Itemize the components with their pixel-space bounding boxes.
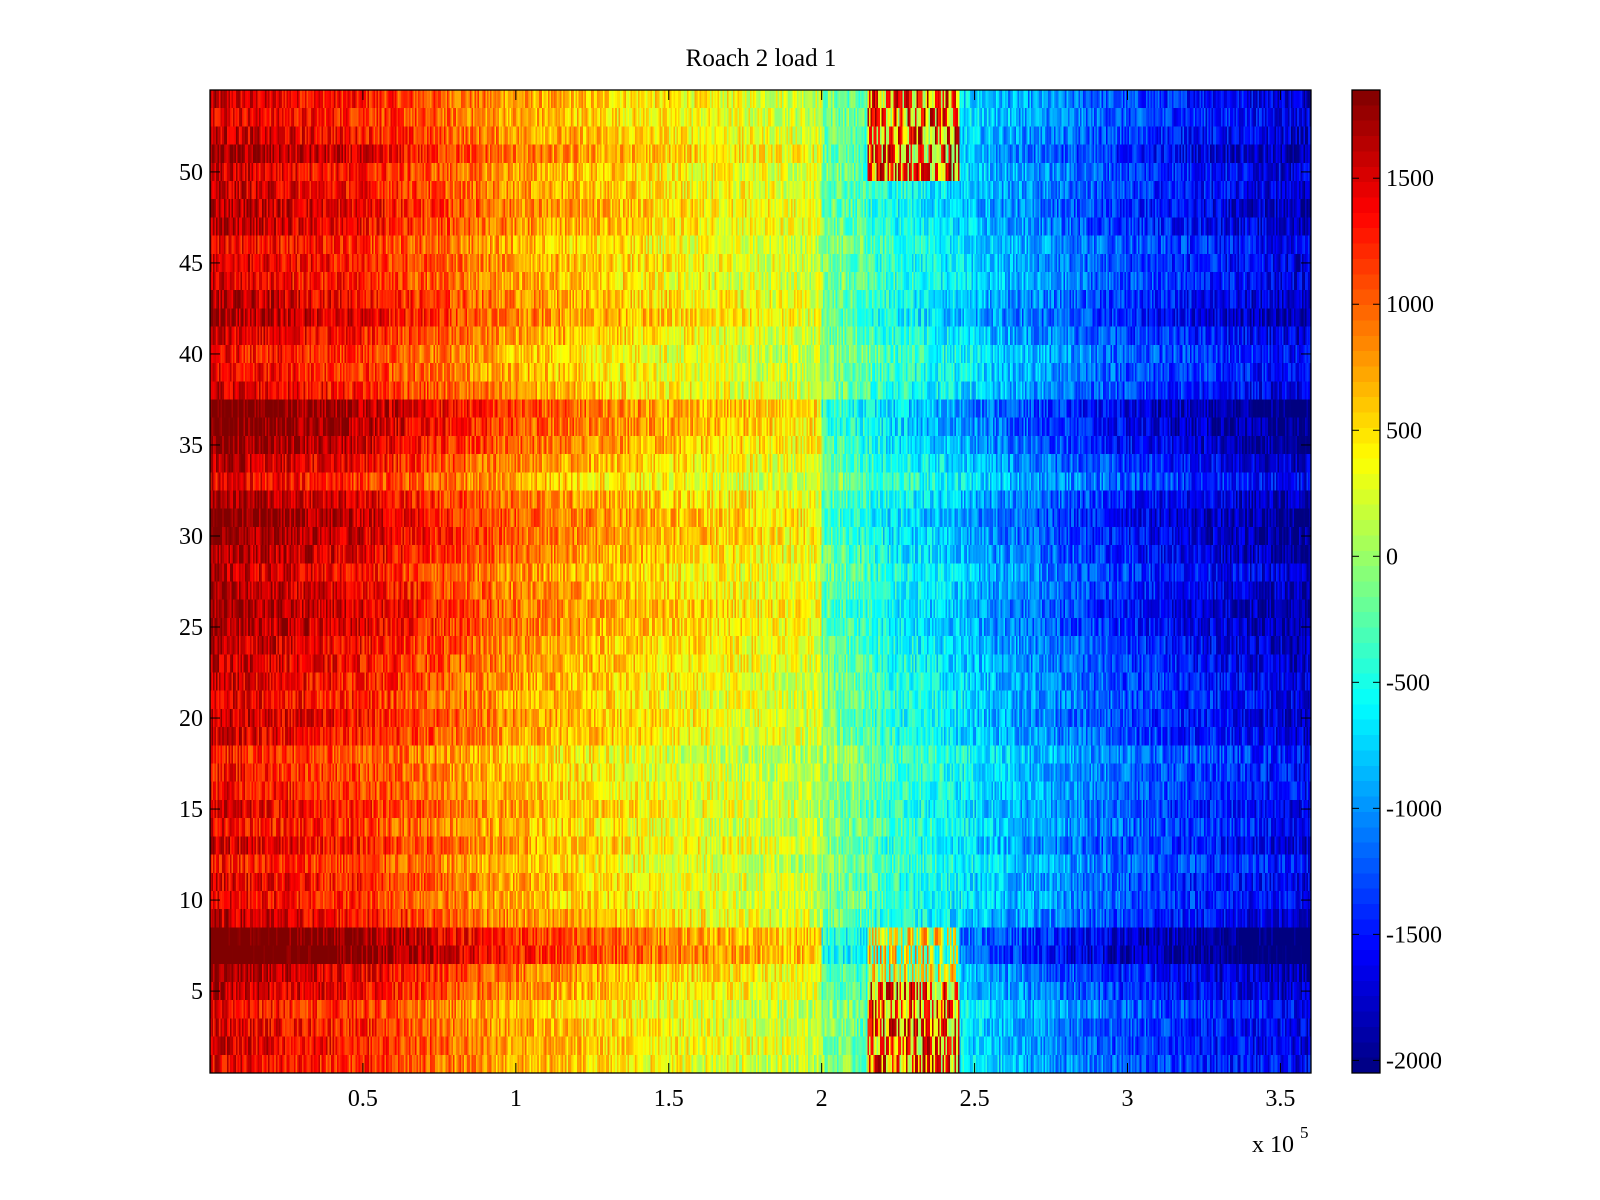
- colorbar-tick-label: 1000: [1386, 292, 1434, 318]
- y-tick-label: 10: [179, 888, 203, 914]
- y-tick-label: 15: [179, 797, 203, 823]
- colorbar-tick-label: -2000: [1386, 1048, 1442, 1074]
- colorbar-tick-label: 500: [1386, 418, 1422, 444]
- y-tick-label: 45: [179, 251, 203, 277]
- colorbar-tick-label: 1500: [1386, 166, 1434, 192]
- x-axis-exponent: x 10 5: [1252, 1123, 1309, 1158]
- x-tick-label: 3.5: [1265, 1086, 1295, 1112]
- plot-frame: [209, 89, 1312, 1074]
- colorbar: -2000 -1500 -1000 -500 0 500 1000 1500: [1351, 89, 1442, 1074]
- y-axis-ticks: 5 10 15 20 25 30 35 40 45 50: [179, 160, 1311, 1005]
- plot-area: 0.5 1 1.5 2 2.5 3 3.5 5 10 15 20 25 30 35 40 45 50: [179, 89, 1312, 1112]
- x-tick-label: 0.5: [348, 1086, 378, 1112]
- x-tick-label: 1: [510, 1086, 522, 1112]
- colorbar-tick-label: -500: [1386, 670, 1430, 696]
- x-tick-label: 3: [1122, 1086, 1134, 1112]
- x-axis-ticks: 0.5 1 1.5 2 2.5 3 3.5: [348, 90, 1295, 1112]
- y-tick-label: 30: [179, 524, 203, 550]
- y-tick-label: 35: [179, 433, 203, 459]
- y-tick-label: 40: [179, 342, 203, 368]
- colorbar-ticks: -2000 -1500 -1000 -500 0 500 1000 1500: [1352, 166, 1442, 1074]
- y-tick-label: 20: [179, 706, 203, 732]
- y-tick-label: 5: [191, 979, 203, 1005]
- colorbar-tick-label: -1000: [1386, 796, 1442, 822]
- x-tick-label: 2.5: [960, 1086, 990, 1112]
- y-tick-label: 50: [179, 160, 203, 186]
- x-exponent-base: x 10: [1252, 1132, 1294, 1158]
- colorbar-gradient: [1352, 90, 1380, 1073]
- heatmap-image: [210, 90, 1311, 1073]
- x-exponent-power: 5: [1300, 1123, 1309, 1142]
- colorbar-frame: [1351, 89, 1381, 1074]
- x-tick-label: 2: [816, 1086, 828, 1112]
- x-tick-label: 1.5: [654, 1086, 684, 1112]
- y-tick-label: 25: [179, 615, 203, 641]
- colorbar-tick-label: 0: [1386, 544, 1398, 570]
- chart-title: Roach 2 load 1: [686, 45, 837, 72]
- colorbar-tick-label: -1500: [1386, 922, 1442, 948]
